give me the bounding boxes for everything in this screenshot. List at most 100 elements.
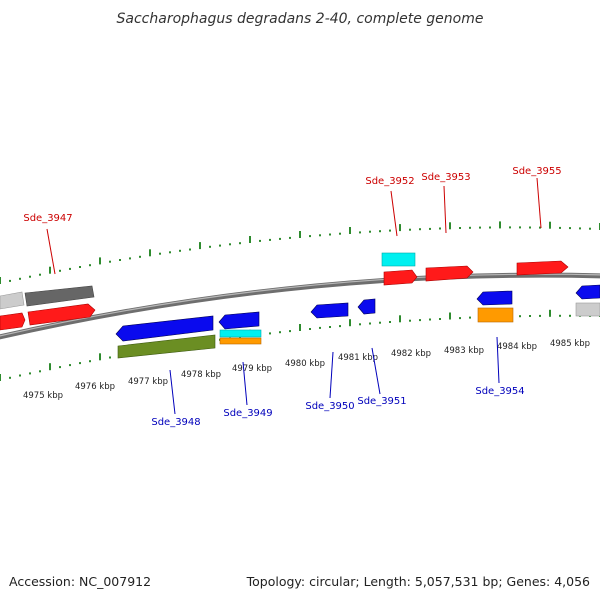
bottom-ruler-minor-tick: [309, 328, 311, 330]
gene-label-sde3954[interactable]: Sde_3954: [475, 386, 524, 397]
bottom-ruler-minor-tick: [529, 315, 531, 317]
top-ruler-minor-tick: [119, 259, 121, 261]
gene-sde3951[interactable]: [357, 298, 376, 315]
bottom-ruler-minor-tick: [389, 321, 391, 323]
top-ruler-minor-tick: [59, 269, 61, 272]
tick-label-4984: 4984 kbp: [497, 342, 537, 352]
map-title: Saccharophagus degradans 2-40, complete …: [117, 11, 484, 27]
tick-labels: 4975 kbp 4976 kbp 4977 kbp 4978 kbp 4979…: [23, 339, 590, 401]
tick-label-4983: 4983 kbp: [444, 346, 484, 356]
feature-orange-3949[interactable]: [219, 337, 262, 345]
top-ruler-minor-tick: [79, 266, 81, 268]
gene-sde3947[interactable]: [27, 303, 96, 326]
bottom-ruler-minor-tick: [519, 315, 521, 318]
gene-label-sde3952[interactable]: Sde_3952: [365, 176, 414, 187]
reverse-features: [115, 284, 600, 359]
top-ruler-minor-tick: [489, 226, 491, 229]
bottom-ruler-minor-tick: [9, 376, 11, 379]
top-ruler-minor-tick: [359, 231, 361, 234]
bottom-ruler-minor-tick: [439, 318, 441, 320]
gene-label-sde3955[interactable]: Sde_3955: [512, 166, 561, 177]
top-ruler-minor-tick: [9, 279, 11, 282]
top-ruler-major-tick: [299, 231, 301, 238]
gene-sde3955[interactable]: [516, 260, 569, 276]
top-ruler-minor-tick: [589, 227, 591, 230]
reverse-leaders: [169, 336, 500, 415]
gene-label-sde3949[interactable]: Sde_3949: [223, 408, 272, 419]
bottom-ruler-major-tick: [299, 324, 301, 331]
feature-grey-light-left[interactable]: [0, 291, 25, 310]
bottom-ruler-minor-tick: [289, 330, 291, 333]
gene-label-sde3947[interactable]: Sde_3947: [23, 213, 72, 224]
top-ruler-minor-tick: [439, 227, 441, 230]
tick-label-4975: 4975 kbp: [23, 391, 63, 401]
gene-label-sde3950[interactable]: Sde_3950: [305, 401, 354, 412]
top-ruler-major-tick: [249, 236, 251, 243]
top-ruler-minor-tick: [19, 277, 21, 280]
top-ruler-major-tick: [99, 257, 101, 265]
top-ruler-minor-tick: [469, 226, 471, 229]
gene-sde3954[interactable]: [476, 290, 513, 306]
bottom-ruler-minor-tick: [69, 364, 71, 367]
gene-sde3950[interactable]: [310, 302, 349, 319]
top-ruler-minor-tick: [329, 233, 331, 236]
tick-label-4985: 4985 kbp: [550, 339, 590, 349]
top-ruler-minor-tick: [129, 257, 131, 260]
gene-blue-right[interactable]: [575, 284, 600, 300]
top-ruler-minor-tick: [39, 273, 41, 276]
gene-sde3948[interactable]: [115, 315, 214, 342]
top-ruler-minor-tick: [279, 237, 281, 240]
top-ruler-minor-tick: [389, 229, 391, 232]
bottom-ruler-minor-tick: [459, 317, 461, 320]
gene-sde3952[interactable]: [383, 269, 418, 286]
feature-cyan-3949[interactable]: [219, 329, 262, 338]
bottom-ruler-minor-tick: [89, 360, 91, 363]
tick-label-4981: 4981 kbp: [338, 353, 378, 363]
top-ruler-minor-tick: [189, 248, 191, 251]
bottom-ruler-major-tick: [549, 309, 551, 317]
accession-text: Accession: NC_007912: [9, 574, 151, 589]
bottom-ruler-minor-tick: [79, 362, 81, 365]
feature-olive-3948[interactable]: [117, 334, 216, 359]
bottom-ruler-minor-tick: [19, 374, 21, 377]
bottom-ruler-major-tick: [449, 312, 451, 320]
feature-grey[interactable]: [24, 285, 95, 307]
gene-label-sde3953[interactable]: Sde_3953: [421, 172, 470, 183]
top-ruler-minor-tick: [179, 249, 181, 252]
bottom-ruler-major-tick: [0, 374, 1, 381]
top-ruler-minor-tick: [409, 228, 411, 231]
top-ruler-major-tick: [499, 221, 501, 229]
bottom-ruler-major-tick: [399, 315, 401, 323]
top-ruler-minor-tick: [529, 226, 531, 229]
tick-label-4976: 4976 kbp: [75, 382, 115, 392]
gene-sde3953[interactable]: [425, 265, 474, 282]
bottom-ruler-minor-tick: [359, 323, 361, 326]
gene-red-left[interactable]: [0, 312, 26, 331]
top-ruler-minor-tick: [509, 226, 511, 229]
top-ruler-minor-tick: [239, 242, 241, 245]
bottom-ruler-minor-tick: [29, 372, 31, 375]
top-ruler-major-tick: [449, 222, 451, 230]
gene-sde3949[interactable]: [218, 311, 260, 330]
feature-cyan-3952[interactable]: [381, 252, 416, 267]
gene-label-sde3951[interactable]: Sde_3951: [357, 396, 406, 407]
top-ruler-minor-tick: [319, 234, 321, 237]
bottom-ruler-minor-tick: [109, 356, 111, 359]
summary-text: Topology: circular; Length: 5,057,531 bp…: [246, 574, 590, 589]
top-ruler-minor-tick: [369, 230, 371, 233]
top-ruler-minor-tick: [429, 227, 431, 230]
top-ruler-minor-tick: [209, 245, 211, 248]
top-ruler-minor-tick: [519, 226, 521, 229]
top-ruler: [0, 221, 600, 284]
gene-label-sde3948[interactable]: Sde_3948: [151, 417, 200, 428]
forward-leaders: [46, 177, 542, 275]
bottom-ruler-minor-tick: [369, 322, 371, 325]
feature-grey-light-right[interactable]: [575, 302, 600, 317]
tick-label-4979: 4979 kbp: [232, 364, 272, 374]
top-ruler-minor-tick: [259, 239, 261, 242]
feature-orange-3954[interactable]: [477, 307, 514, 323]
top-ruler-minor-tick: [379, 230, 381, 233]
top-ruler-major-tick: [399, 224, 401, 232]
top-ruler-minor-tick: [479, 226, 481, 229]
top-ruler-minor-tick: [579, 227, 581, 230]
